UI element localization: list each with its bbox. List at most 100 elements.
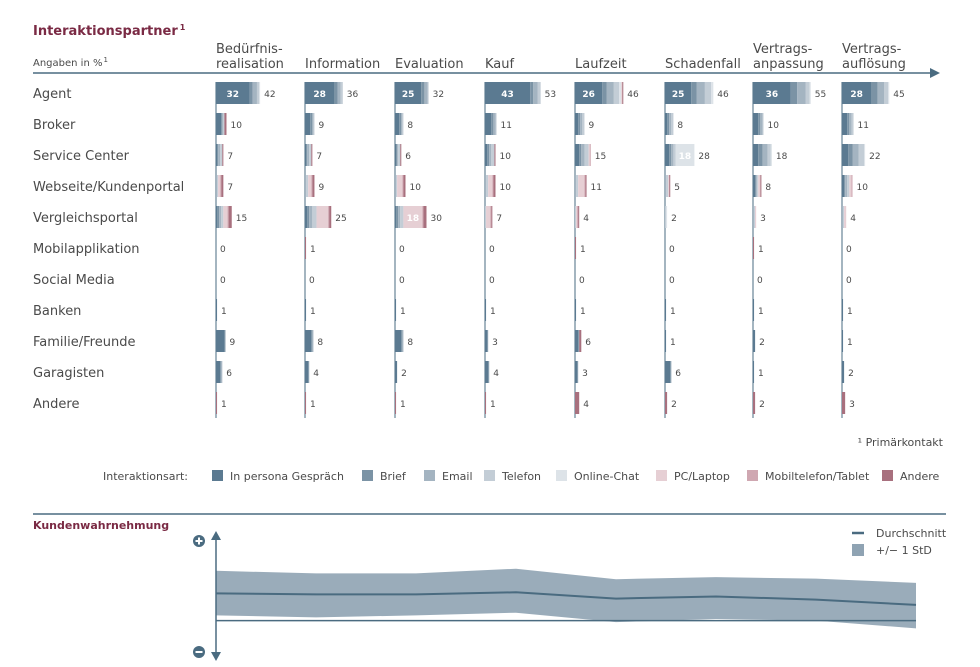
total-label-c1-r5: 1: [310, 245, 316, 255]
total-label-c1-r0: 36: [347, 90, 359, 100]
bar-seg-c0-r9-s0: [216, 361, 221, 383]
legend-label-7: Andere: [900, 470, 940, 483]
bar-seg-c4-r2-s0: [575, 144, 580, 166]
bar-seg-c3-r3-s3: [486, 175, 489, 197]
bar-seg-c2-r1-s2: [401, 113, 403, 135]
bar-seg-c2-r1-s1: [399, 113, 402, 135]
bar-seg-c5-r3-s2: [665, 175, 667, 197]
bar-seg-c5-r2-s4: [675, 144, 695, 166]
bar-seg-c4-r4-s5: [576, 206, 578, 228]
bar-seg-c2-r8-s0: [395, 330, 402, 352]
total-label-c2-r0: 32: [433, 90, 444, 100]
total-label-c7-r1: 11: [858, 121, 869, 131]
total-label-c5-r0: 46: [717, 90, 729, 100]
bar-seg-c5-r9-s0: [665, 361, 671, 383]
bar-seg-c7-r3-s6: [851, 175, 853, 197]
bar-seg-c1-r3-s6: [311, 175, 313, 197]
bar-seg-c0-r0-s4: [259, 82, 261, 104]
legend-swatch-3: [484, 470, 495, 481]
bar-seg-c2-r9-s0: [395, 361, 398, 383]
bar-seg-c4-r7-s0: [575, 299, 577, 321]
bar-seg-c7-r0-s1: [871, 82, 878, 104]
bar-seg-c1-r8-s0: [305, 330, 312, 352]
inner-label-5: 25: [672, 90, 685, 100]
total-label-c2-r10: 1: [400, 400, 406, 410]
footnote: ¹ Primärkontakt: [858, 436, 944, 449]
y-axis-arrow-down: [211, 652, 221, 661]
total-label-c7-r8: 1: [847, 338, 853, 348]
bar-seg-c5-r1-s2: [669, 113, 672, 135]
bar-seg-c3-r9-s0: [485, 361, 489, 383]
total-label-c0-r2: 7: [227, 152, 233, 162]
bar-seg-c0-r10-s7: [216, 392, 218, 414]
total-label-c3-r5: 0: [489, 245, 495, 255]
total-label-c2-r1: 8: [407, 121, 413, 131]
column-label-7-line-1: auflösung: [842, 57, 906, 72]
total-label-c6-r7: 1: [758, 307, 764, 317]
bar-seg-c5-r1-s1: [667, 113, 670, 135]
bar-seg-c2-r3-s5: [397, 175, 403, 197]
bar-seg-c7-r9-s0: [842, 361, 845, 383]
bar-seg-c2-r4-s1: [396, 206, 399, 228]
total-label-c5-r8: 1: [670, 338, 676, 348]
bar-seg-c0-r8-s0: [216, 330, 225, 352]
bar-seg-c0-r0-s1: [249, 82, 253, 104]
bar-seg-c1-r0-s0: [305, 82, 335, 104]
bar-seg-c3-r3-s2: [485, 175, 487, 197]
bar-seg-c0-r1-s0: [216, 113, 222, 135]
column-headers: Bedürfnis-realisation Information Evaluati…: [33, 42, 940, 78]
bar-seg-c0-r9-s2: [221, 361, 223, 383]
total-label-c7-r4: 4: [850, 214, 856, 224]
bar-seg-c6-r9-s0: [753, 361, 755, 383]
bar-seg-c4-r2-s2: [581, 144, 585, 166]
bar-seg-c1-r4-s5: [316, 206, 329, 228]
legend-mean-label: Durchschnitt: [876, 527, 947, 540]
total-label-c6-r3: 8: [765, 183, 771, 193]
bar-seg-c2-r0-s1: [421, 82, 425, 104]
column-label-6-line-0: Vertrags-: [753, 42, 813, 57]
bar-seg-c5-r0-s4: [711, 82, 714, 104]
bar-seg-c4-r2-s3: [584, 144, 589, 166]
bar-seg-c2-r4-s6: [422, 206, 424, 228]
bar-seg-c1-r5-s7: [305, 237, 307, 259]
bar-seg-c3-r0-s1: [530, 82, 534, 104]
bar-seg-c3-r2-s3: [491, 144, 495, 166]
bar-seg-c0-r1-s7: [224, 113, 227, 135]
bar-seg-c2-r3-s3: [396, 175, 398, 197]
bar-seg-c2-r4-s7: [423, 206, 427, 228]
total-label-c2-r4: 30: [431, 214, 443, 224]
bar-seg-c4-r10-s7: [575, 392, 580, 414]
bar-seg-c6-r0-s1: [790, 82, 798, 104]
bar-seg-c2-r2-s1: [396, 144, 398, 166]
bar-seg-c5-r7-s0: [665, 299, 667, 321]
row-label-10: Andere: [33, 397, 79, 412]
bar-seg-c5-r9-s1: [670, 361, 672, 383]
bar-seg-c3-r2-s1: [487, 144, 490, 166]
inner-label-8: 18: [407, 214, 420, 224]
bar-seg-c0-r3-s5: [218, 175, 221, 197]
bar-seg-c4-r2-s5: [588, 144, 590, 166]
total-label-c1-r6: 0: [309, 276, 315, 286]
bar-seg-c1-r1-s0: [305, 113, 311, 135]
bar-seg-c7-r1-s2: [849, 113, 852, 135]
column-label-7-line-0: Vertrags-: [842, 42, 902, 57]
legend-label-1: Brief: [380, 470, 407, 483]
bar-seg-c5-r0-s1: [691, 82, 697, 104]
bar-seg-c3-r3-s7: [493, 175, 496, 197]
total-label-c3-r2: 10: [500, 152, 512, 162]
total-label-c6-r1: 10: [768, 121, 780, 131]
total-label-c3-r7: 1: [490, 307, 496, 317]
bar-seg-c4-r0-s2: [606, 82, 614, 104]
total-label-c4-r0: 46: [627, 90, 639, 100]
bar-seg-c5-r1-s0: [665, 113, 668, 135]
bar-seg-c3-r0-s0: [485, 82, 531, 104]
total-label-c7-r10: 3: [849, 400, 855, 410]
bar-seg-c3-r1-s2: [493, 113, 496, 135]
total-label-c6-r0: 55: [815, 90, 826, 100]
row-label-0: Agent: [33, 87, 71, 102]
bar-seg-c2-r2-s7: [400, 144, 402, 166]
bar-seg-c1-r4-s0: [305, 206, 308, 228]
bar-seg-c6-r2-s3: [767, 144, 771, 166]
bar-seg-c2-r1-s3: [402, 113, 404, 135]
total-label-c0-r10: 1: [221, 400, 227, 410]
